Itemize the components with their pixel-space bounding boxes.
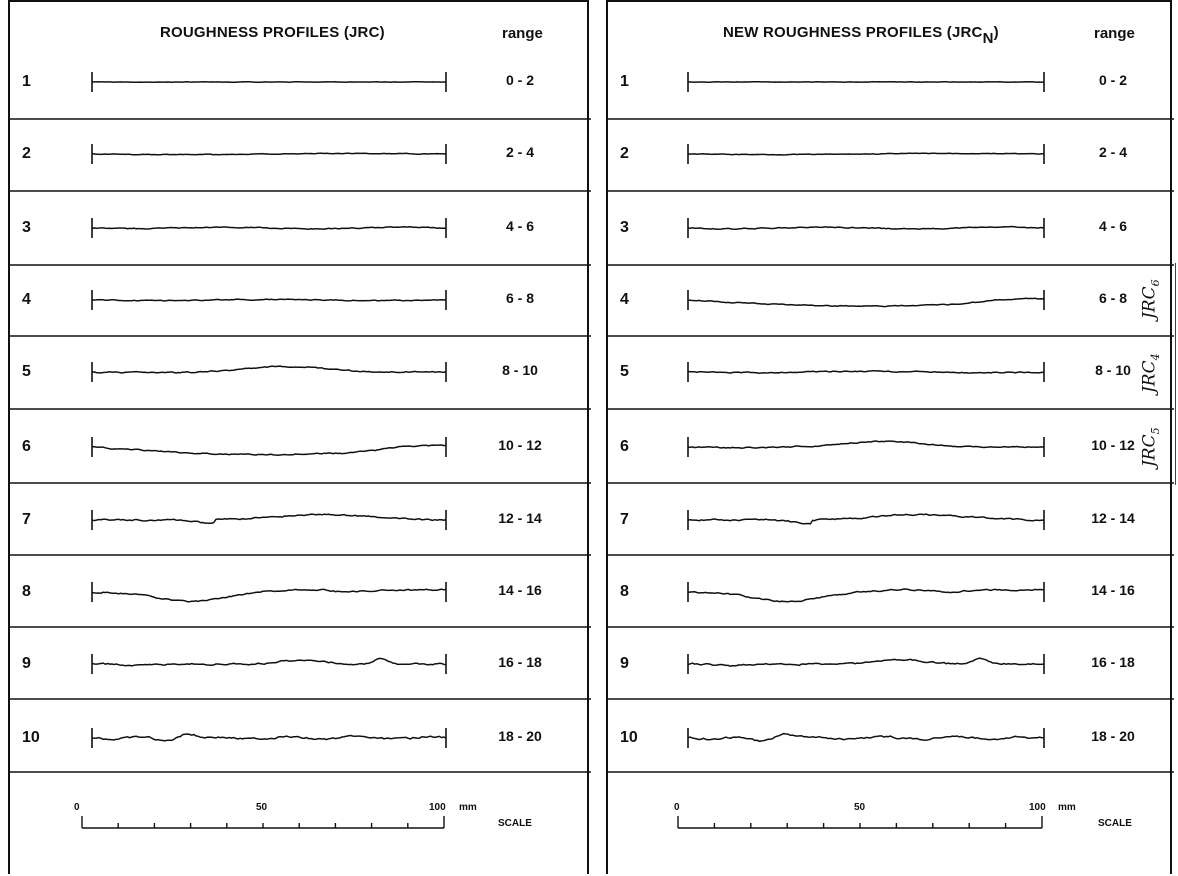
roughness-profile-line xyxy=(688,227,1044,230)
row-range: 14 - 16 xyxy=(485,582,555,598)
row-number: 7 xyxy=(620,511,629,529)
row-number: 10 xyxy=(620,729,638,747)
right-scale-unit: mm xyxy=(1058,802,1076,813)
roughness-profile-line xyxy=(688,371,1044,373)
roughness-profile-line xyxy=(688,734,1044,742)
roughness-profile-line xyxy=(92,366,446,373)
roughness-profile-line xyxy=(92,514,446,523)
row-range: 18 - 20 xyxy=(1078,728,1148,744)
left-scale-tick-50: 50 xyxy=(256,802,267,813)
roughness-profile-line xyxy=(92,299,446,301)
roughness-profile-line xyxy=(688,514,1044,524)
row-range: 0 - 2 xyxy=(485,72,555,88)
row-number: 1 xyxy=(620,73,629,91)
row-number: 7 xyxy=(22,511,31,529)
row-number: 6 xyxy=(620,438,629,456)
row-number: 10 xyxy=(22,729,40,747)
left-scale-unit: mm xyxy=(459,802,477,813)
row-range: 10 - 12 xyxy=(1078,437,1148,453)
row-number: 5 xyxy=(620,363,629,381)
row-range: 8 - 10 xyxy=(1078,362,1148,378)
roughness-profile-line xyxy=(92,734,446,741)
row-number: 9 xyxy=(620,655,629,673)
row-range: 8 - 10 xyxy=(485,362,555,378)
roughness-profile-line xyxy=(688,298,1044,306)
row-range: 16 - 18 xyxy=(1078,654,1148,670)
roughness-profile-line xyxy=(688,82,1044,83)
row-number: 4 xyxy=(620,291,629,309)
row-range: 6 - 8 xyxy=(1078,290,1148,306)
roughness-profile-line xyxy=(92,153,446,155)
row-number: 1 xyxy=(22,73,31,91)
row-range: 10 - 12 xyxy=(485,437,555,453)
roughness-profile-line xyxy=(92,589,446,602)
row-range: 18 - 20 xyxy=(485,728,555,744)
roughness-profile-line xyxy=(688,153,1044,155)
row-number: 8 xyxy=(620,583,629,601)
left-scale-label: SCALE xyxy=(498,818,532,829)
roughness-profile-line xyxy=(688,589,1044,602)
roughness-profile-line xyxy=(688,658,1044,666)
right-scale-tick-100: 100 xyxy=(1029,802,1046,813)
roughness-profile-line xyxy=(92,658,446,666)
row-range: 16 - 18 xyxy=(485,654,555,670)
row-range: 4 - 6 xyxy=(485,218,555,234)
row-number: 3 xyxy=(22,219,31,237)
side-label-rule xyxy=(1175,263,1176,485)
row-range: 0 - 2 xyxy=(1078,72,1148,88)
row-range: 12 - 14 xyxy=(485,510,555,526)
roughness-profile-line xyxy=(92,227,446,230)
side-label-jrc4: JRC4 xyxy=(1140,353,1162,393)
row-number: 2 xyxy=(22,145,31,163)
row-number: 9 xyxy=(22,655,31,673)
side-label-jrc6: JRC6 xyxy=(1140,279,1162,319)
row-range: 2 - 4 xyxy=(485,144,555,160)
roughness-profile-line xyxy=(688,441,1044,448)
row-number: 2 xyxy=(620,145,629,163)
row-range: 6 - 8 xyxy=(485,290,555,306)
right-scale-tick-50: 50 xyxy=(854,802,865,813)
right-scale-tick-0: 0 xyxy=(674,802,680,813)
row-range: 2 - 4 xyxy=(1078,144,1148,160)
row-number: 8 xyxy=(22,583,31,601)
row-number: 6 xyxy=(22,438,31,456)
roughness-profile-line xyxy=(92,445,446,455)
row-range: 4 - 6 xyxy=(1078,218,1148,234)
row-number: 5 xyxy=(22,363,31,381)
left-scale-tick-0: 0 xyxy=(74,802,80,813)
left-scale-tick-100: 100 xyxy=(429,802,446,813)
right-scale-label: SCALE xyxy=(1098,818,1132,829)
row-range: 14 - 16 xyxy=(1078,582,1148,598)
row-range: 12 - 14 xyxy=(1078,510,1148,526)
row-number: 3 xyxy=(620,219,629,237)
side-label-jrc5: JRC5 xyxy=(1140,427,1162,467)
row-number: 4 xyxy=(22,291,31,309)
